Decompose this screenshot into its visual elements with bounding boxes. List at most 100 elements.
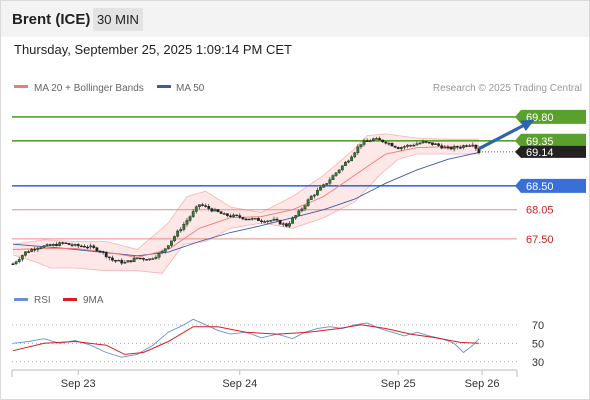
candle-body — [20, 255, 24, 260]
candle-body — [396, 147, 400, 150]
candle-body — [443, 146, 447, 149]
candle — [278, 219, 282, 225]
candle-body — [427, 141, 431, 144]
candle — [89, 243, 93, 250]
candle-body — [89, 245, 93, 248]
candle-body — [67, 243, 71, 245]
candle-body — [194, 206, 198, 212]
candle — [151, 257, 155, 260]
candle — [381, 139, 385, 143]
candle-body — [350, 156, 354, 162]
candle-body — [117, 259, 121, 262]
research-credit: Research © 2025 Trading Central — [433, 83, 582, 94]
candle — [76, 243, 80, 249]
candle-body — [319, 187, 322, 191]
candle — [375, 136, 378, 140]
candle — [101, 250, 105, 255]
candle-body — [253, 218, 257, 220]
candle — [269, 219, 273, 223]
candle — [92, 244, 96, 250]
candle — [194, 205, 198, 214]
candle-body — [58, 242, 62, 246]
candle — [303, 204, 307, 212]
chart-header: Brent (ICE) 30 MIN — [1, 1, 589, 37]
candle — [403, 145, 406, 150]
candle-body — [312, 194, 316, 197]
current-price-tag — [515, 145, 586, 158]
candle — [222, 212, 226, 215]
candle-body — [55, 244, 58, 246]
bollinger-band-fill — [13, 133, 479, 274]
ma50-legend-label: MA 50 — [176, 83, 205, 94]
candle-body — [409, 144, 413, 147]
candle-body — [247, 218, 251, 221]
candle-body — [107, 256, 111, 259]
candle-body — [98, 250, 102, 253]
candle — [160, 249, 164, 254]
candle — [462, 144, 465, 150]
rsi-ma-line — [12, 324, 480, 355]
candle — [340, 165, 344, 172]
candle-body — [51, 244, 55, 246]
candle — [157, 252, 161, 260]
candle-body — [431, 142, 434, 145]
x-tick-Sep-25: Sep 25 — [381, 378, 416, 390]
candle-body — [365, 140, 369, 142]
candle — [17, 256, 21, 264]
ma20-line — [12, 145, 480, 258]
candle — [334, 172, 338, 177]
candle — [356, 144, 360, 156]
candle — [406, 144, 409, 149]
candle — [14, 260, 18, 266]
candle-body — [204, 205, 208, 207]
candle — [350, 155, 354, 162]
level-label-68.50: 68.50 — [526, 181, 554, 193]
candle-body — [166, 245, 170, 249]
candle — [210, 207, 214, 213]
candle — [58, 241, 62, 247]
candle — [393, 145, 397, 149]
candle — [166, 245, 170, 250]
candle — [272, 216, 276, 222]
candle-body — [95, 247, 99, 252]
candle — [244, 217, 248, 221]
candle-body — [449, 147, 453, 150]
candle-body — [132, 257, 136, 262]
projection-arrow-head — [520, 119, 535, 132]
candle-body — [387, 142, 391, 145]
candle — [275, 216, 279, 222]
candle-body — [216, 209, 220, 213]
candle — [247, 218, 251, 221]
candle — [55, 241, 58, 247]
x-tick-Sep-26: Sep 26 — [465, 378, 500, 390]
timeframe-button[interactable]: 30 MIN — [93, 8, 143, 31]
candle-body — [434, 143, 437, 145]
candle-body — [371, 138, 375, 142]
candle-body — [458, 147, 462, 149]
candle — [148, 258, 152, 261]
candle — [306, 198, 310, 208]
candle — [188, 215, 192, 223]
candle — [331, 174, 335, 180]
candle — [142, 257, 145, 262]
candle — [238, 213, 242, 219]
candle — [123, 259, 127, 264]
candle-body — [406, 144, 409, 147]
candle — [291, 216, 294, 225]
candle-body — [176, 230, 180, 237]
candle-body — [418, 142, 422, 145]
candle — [204, 203, 208, 208]
bollinger-lower-line — [12, 153, 479, 274]
candle — [443, 144, 447, 149]
candle — [384, 141, 388, 145]
candle-body — [151, 258, 155, 260]
candle — [347, 159, 350, 164]
candle-body — [260, 220, 263, 223]
candle-body — [145, 259, 148, 261]
candle-body — [309, 195, 313, 200]
candle-body — [471, 144, 475, 147]
candle-body — [70, 244, 74, 246]
candle-body — [381, 139, 385, 143]
candle-body — [129, 260, 133, 262]
